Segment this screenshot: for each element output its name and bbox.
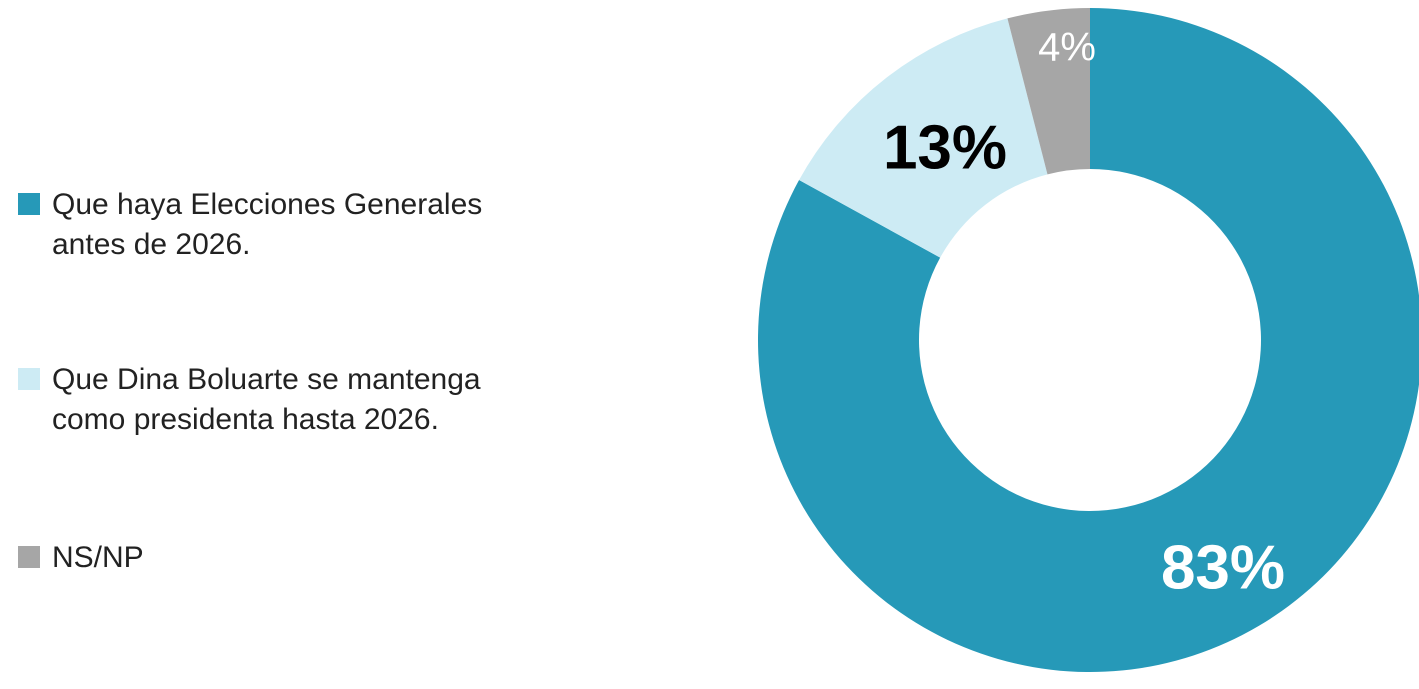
- value-label: 83%: [1161, 533, 1285, 602]
- legend-item: NS/NP: [18, 538, 522, 578]
- value-label: 4%: [1038, 26, 1096, 70]
- legend-swatch: [18, 368, 40, 390]
- donut-slice: [799, 18, 1048, 258]
- donut-slice: [1007, 8, 1090, 175]
- legend-item: Que Dina Boluarte se mantenga como presi…: [18, 360, 522, 440]
- legend-swatch: [18, 193, 40, 215]
- legend-label: NS/NP: [52, 541, 144, 574]
- legend-swatch: [18, 546, 40, 568]
- donut-slice: [758, 8, 1419, 672]
- value-label: 13%: [883, 113, 1007, 182]
- legend-label: Que haya Elecciones Generales antes de 2…: [52, 188, 483, 261]
- legend-label: Que Dina Boluarte se mantenga como presi…: [52, 363, 481, 436]
- legend-item: Que haya Elecciones Generales antes de 2…: [18, 185, 522, 265]
- legend: Que haya Elecciones Generales antes de 2…: [18, 0, 638, 689]
